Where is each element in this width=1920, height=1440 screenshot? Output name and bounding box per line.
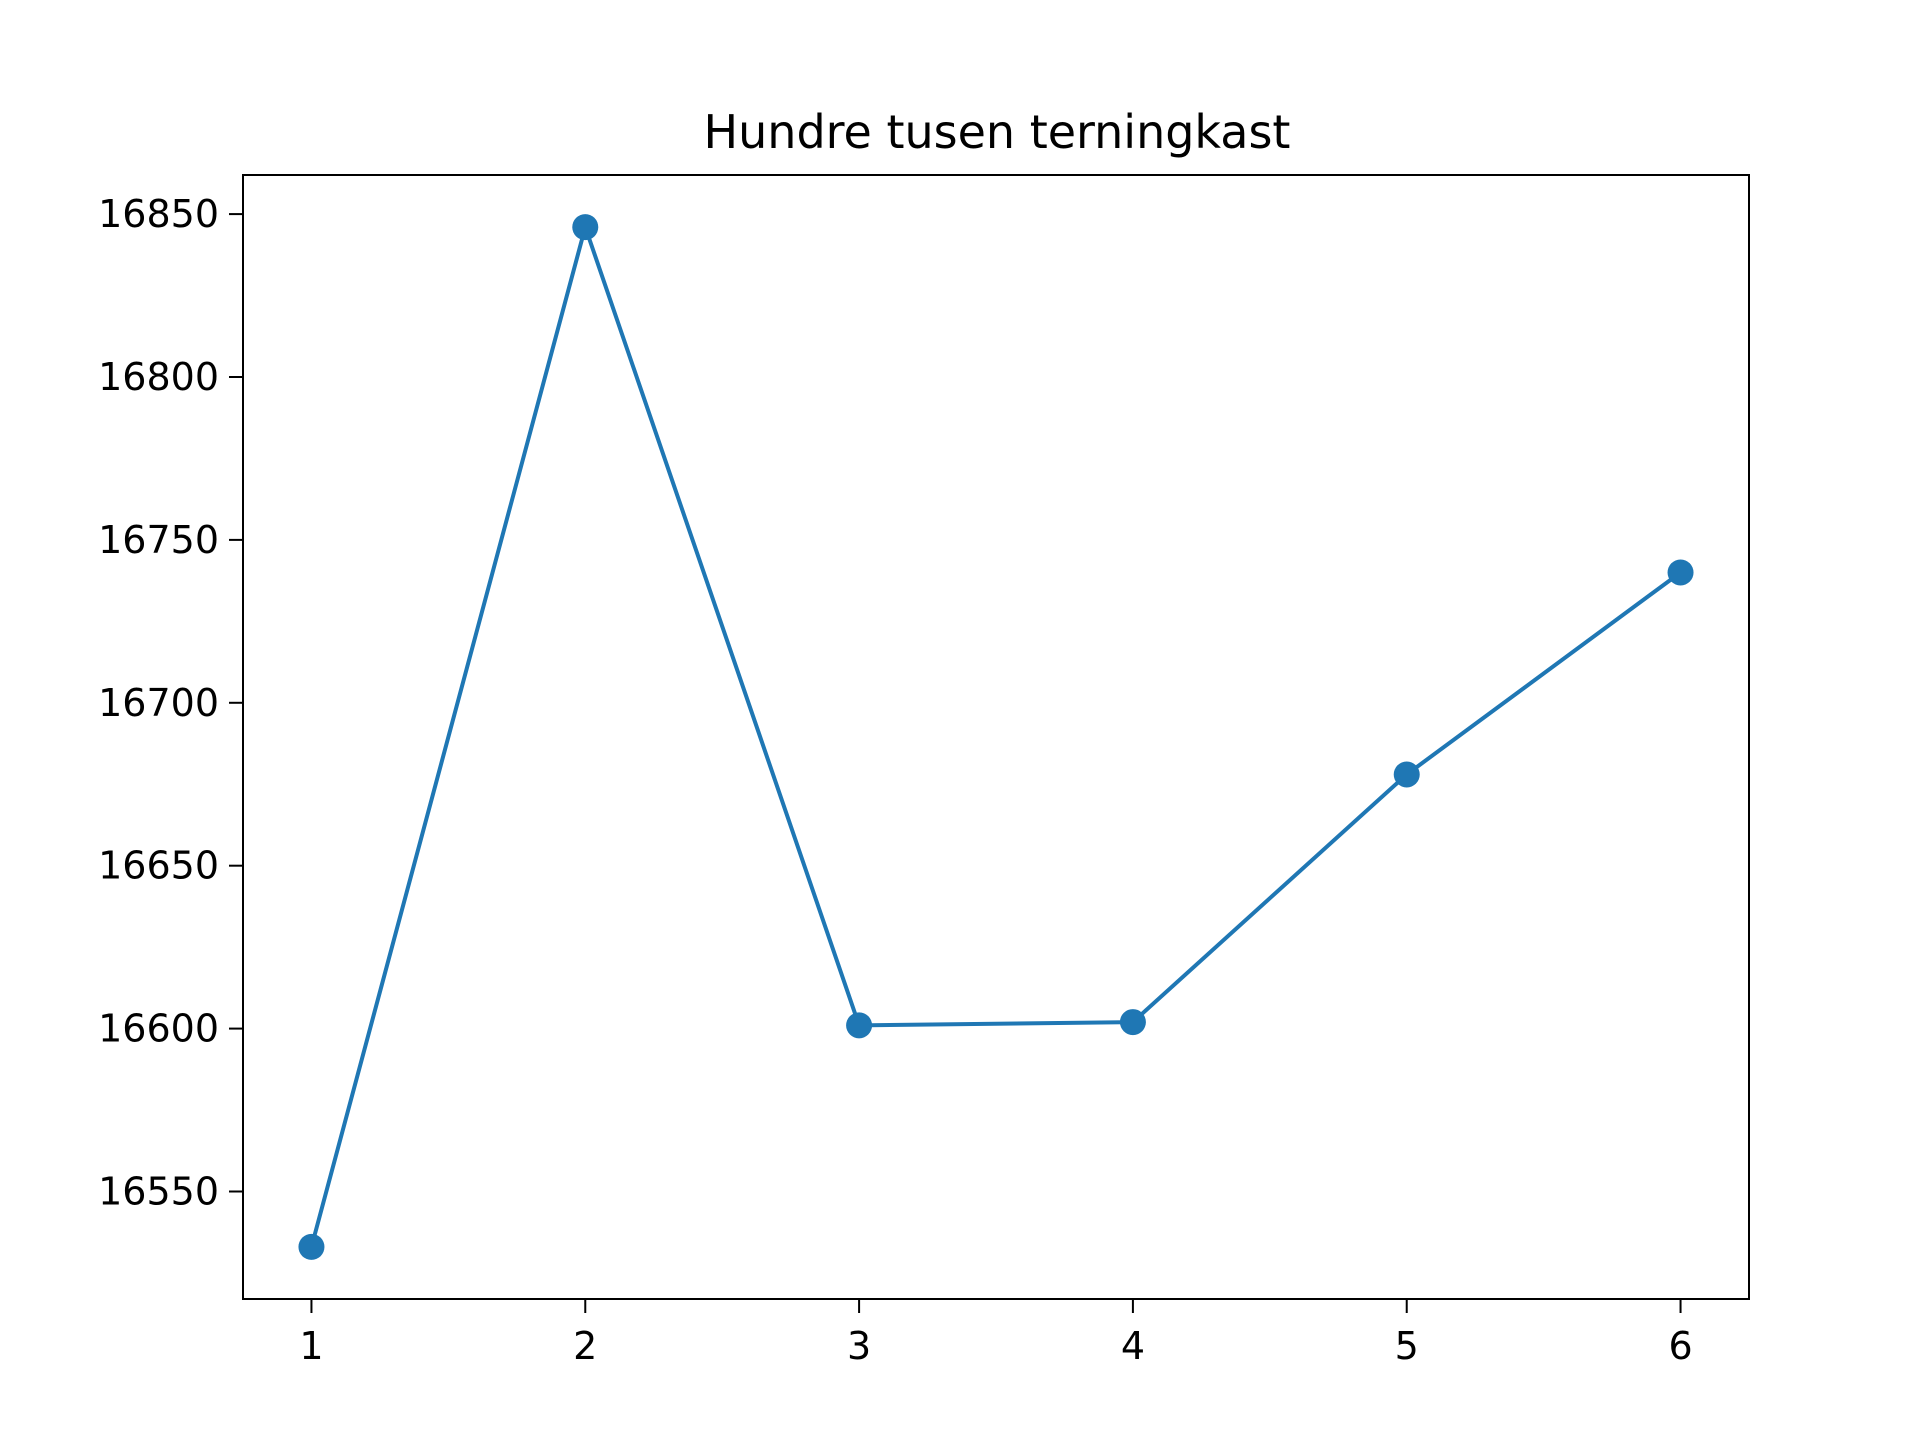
y-tick-label: 16800 [98, 355, 219, 399]
data-point [298, 1233, 325, 1260]
data-point [1667, 559, 1694, 586]
data-point [1393, 761, 1420, 788]
x-tick-label: 2 [573, 1324, 597, 1368]
series-line [309, 225, 1682, 1248]
y-tick-label: 16750 [98, 518, 219, 562]
y-tick-label: 16650 [98, 844, 219, 888]
x-tick-label: 3 [847, 1324, 871, 1368]
y-tick-label: 16850 [98, 192, 219, 236]
data-point [572, 214, 599, 241]
y-tick-label: 16550 [98, 1169, 219, 1213]
x-tick-label: 6 [1668, 1324, 1692, 1368]
x-tick-label: 4 [1121, 1324, 1145, 1368]
y-tick-label: 16600 [98, 1007, 219, 1051]
plot-frame [242, 174, 1750, 1300]
data-point [846, 1012, 873, 1039]
chart-title: Hundre tusen terningkast [704, 105, 1291, 159]
x-tick-label: 5 [1395, 1324, 1419, 1368]
y-tick-label: 16700 [98, 681, 219, 725]
data-point [1119, 1009, 1146, 1036]
x-tick-label: 1 [299, 1324, 323, 1368]
